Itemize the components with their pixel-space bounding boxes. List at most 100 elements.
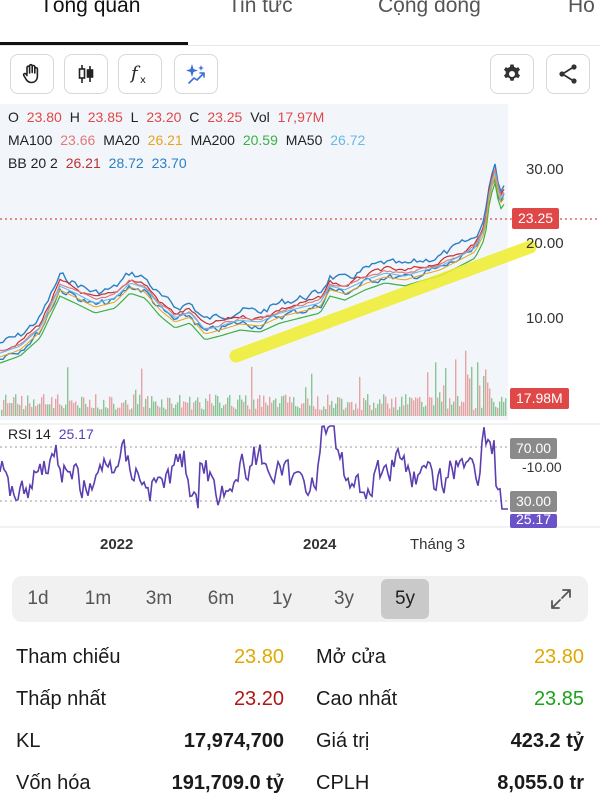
volume-bar	[189, 396, 191, 416]
volume-bar	[243, 401, 245, 416]
volume-bar	[79, 408, 81, 416]
range-3m[interactable]: 3m	[145, 588, 173, 609]
volume-bar	[357, 408, 359, 416]
volume-bar	[387, 403, 389, 416]
ai-drawing-button[interactable]	[174, 54, 218, 94]
time-tick-2024: 2024	[303, 536, 337, 553]
legend-ma50-label: MA50	[285, 132, 323, 148]
tham-chieu-value: 23.80	[233, 646, 284, 668]
legend-c-value: 23.25	[207, 109, 243, 125]
volume-bar	[87, 406, 89, 416]
volume-bar	[107, 408, 109, 416]
volume-bar	[279, 403, 281, 416]
rsi-30-tag: 30.00	[510, 491, 558, 512]
volume-bar	[23, 409, 25, 416]
volume-bar	[425, 405, 427, 416]
volume-bar	[323, 406, 325, 416]
volume-bar	[315, 409, 317, 416]
fullscreen-button[interactable]	[548, 586, 574, 612]
range-1d[interactable]: 1d	[27, 588, 49, 609]
tab-ho[interactable]: Hồ	[568, 0, 595, 17]
volume-bar	[299, 408, 301, 416]
tab-tin-tuc[interactable]: Tin tức	[228, 0, 293, 17]
share-icon	[559, 64, 577, 84]
legend-l-value: 23.20	[146, 109, 182, 125]
crosshair-mode-button[interactable]	[10, 54, 54, 94]
volume-bar	[421, 401, 423, 416]
range-6m[interactable]: 6m	[207, 588, 235, 609]
volume-bar	[423, 406, 425, 416]
volume-bar	[127, 404, 129, 416]
volume-bar	[469, 378, 471, 416]
svg-text:x: x	[140, 75, 146, 86]
volume-bar	[71, 400, 73, 416]
mo-cua-value: 23.80	[533, 646, 584, 668]
tab-cong-dong[interactable]: Cộng đồng	[378, 0, 481, 17]
legend-o-label: O	[8, 109, 19, 125]
volume-bar	[401, 396, 403, 416]
range-1y[interactable]: 1y	[271, 588, 293, 609]
cplh-value: 8,055.0 tr	[497, 772, 584, 794]
volume-bar	[475, 408, 477, 416]
volume-bar	[319, 409, 321, 416]
von-hoa-value: 191,709.0 tỷ	[171, 772, 284, 794]
volume-bar	[193, 402, 195, 416]
volume-bar	[67, 367, 69, 416]
volume-bar	[415, 397, 417, 416]
price-chart[interactable]: O 23.80 H 23.85 L 23.20 C 23.25 Vol 17,9…	[0, 104, 600, 559]
volume-bar	[231, 405, 233, 416]
range-3y[interactable]: 3y	[333, 588, 355, 609]
volume-bar	[141, 368, 143, 416]
legend-ohlc: O 23.80 H 23.85 L 23.20 C 23.25 Vol 17,9…	[8, 109, 328, 125]
volume-bar	[7, 403, 9, 416]
indicators-button[interactable]: f x	[118, 54, 162, 94]
volume-bar	[49, 404, 51, 416]
volume-bar	[135, 389, 137, 416]
volume-bar	[197, 397, 199, 416]
price-chart-canvas[interactable]	[0, 104, 600, 559]
volume-bar	[497, 407, 499, 416]
gia-tri-value: 423.2 tỷ	[510, 730, 584, 752]
legend-vol-value: 17,97M	[277, 109, 325, 125]
volume-bar	[261, 406, 263, 416]
legend-ma200-value: 20.59	[242, 132, 278, 148]
legend-l-label: L	[130, 109, 139, 125]
volume-bar	[207, 400, 209, 416]
volume-bar	[441, 401, 443, 416]
legend-vol-label: Vol	[250, 109, 270, 125]
volume-bar	[405, 394, 407, 416]
volume-bar	[31, 406, 33, 416]
volume-bar	[321, 409, 323, 416]
legend-h-value: 23.85	[87, 109, 123, 125]
time-tick-thang3: Tháng 3	[410, 536, 466, 553]
volume-bar	[363, 397, 365, 416]
volume-bar	[473, 409, 475, 416]
volume-bar	[465, 350, 467, 416]
thap-nhat-value: 23.20	[233, 688, 284, 710]
volume-bar	[367, 394, 369, 416]
volume-bar	[133, 394, 135, 416]
volume-bar	[391, 398, 393, 416]
volume-bar	[13, 397, 15, 416]
range-5y[interactable]: 5y	[381, 579, 429, 619]
rsi-current-tag: 25.17	[510, 514, 558, 528]
range-selector: 1d 1m 3m 6m 1y 3y 5y	[12, 576, 588, 622]
volume-bar	[123, 402, 125, 416]
range-1m[interactable]: 1m	[84, 588, 112, 609]
tab-tong-quan[interactable]: Tổng quan	[40, 0, 141, 17]
chart-type-button[interactable]	[64, 54, 108, 94]
volume-bar	[35, 406, 37, 416]
volume-bar	[371, 409, 373, 416]
settings-button[interactable]	[490, 54, 534, 94]
indicator-line-3	[0, 169, 505, 352]
volume-bar	[345, 407, 347, 416]
volume-bar	[419, 396, 421, 416]
volume-bar	[265, 402, 267, 416]
volume-bar	[337, 397, 339, 416]
volume-bar	[373, 402, 375, 416]
volume-bar	[145, 398, 147, 416]
volume-bar	[131, 408, 133, 416]
share-button[interactable]	[546, 54, 590, 94]
volume-bar	[329, 404, 331, 416]
volume-bar	[69, 400, 71, 416]
